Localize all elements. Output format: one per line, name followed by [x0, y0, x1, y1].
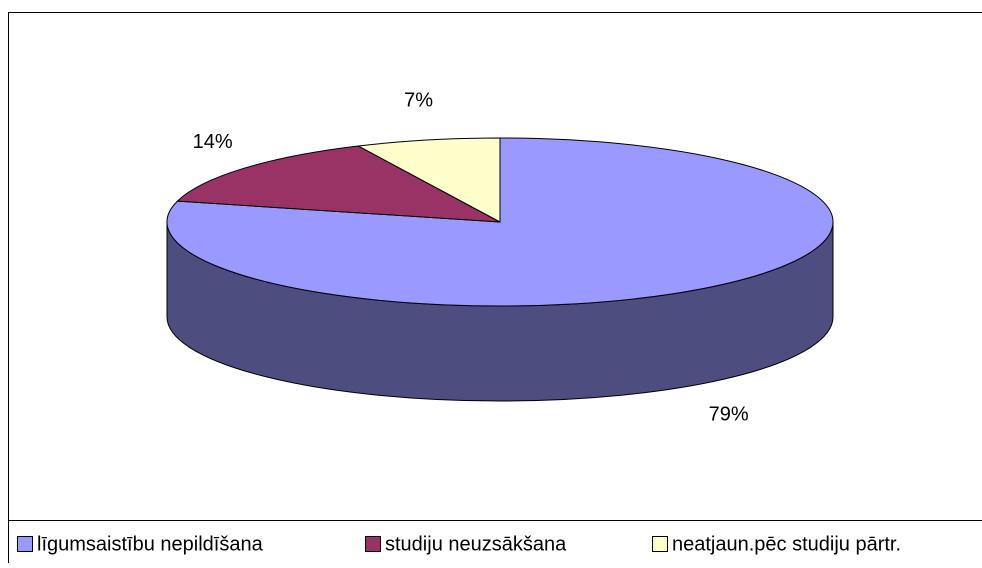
legend-label: studiju neuzsākšana [385, 533, 567, 555]
legend-swatch [18, 537, 33, 552]
legend-label: neatjaun.pēc studiju pārtr. [672, 533, 901, 555]
data-label: 14% [193, 131, 233, 153]
data-label: 7% [404, 89, 433, 111]
data-label: 79% [709, 403, 749, 425]
legend-swatch [653, 537, 668, 552]
legend-swatch [366, 537, 381, 552]
legend-label: līgumsaistību nepildīšana [37, 533, 264, 555]
